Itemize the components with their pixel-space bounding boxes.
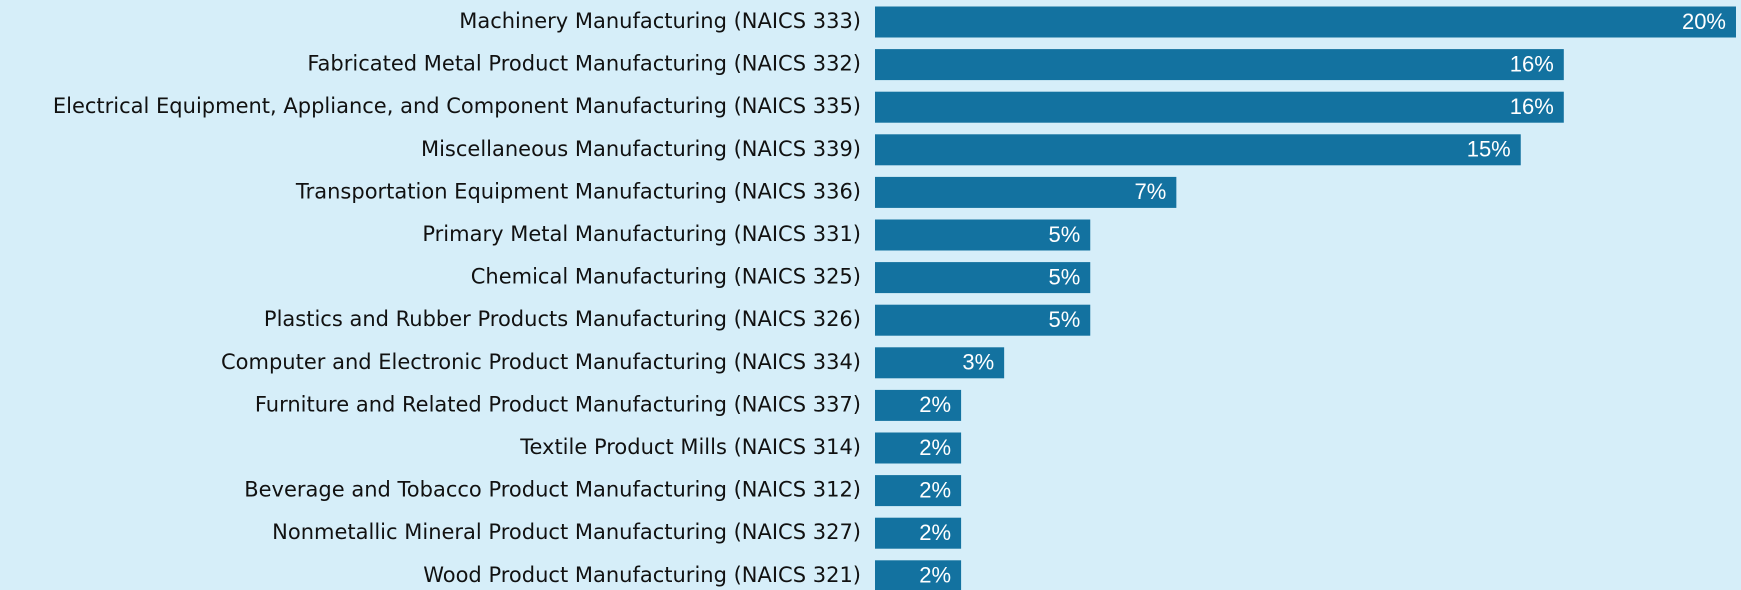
bar bbox=[875, 134, 1521, 166]
bar bbox=[875, 347, 1005, 379]
value-label: 5% bbox=[1048, 222, 1080, 247]
category-label: Electrical Equipment, Appliance, and Com… bbox=[53, 94, 861, 118]
bar bbox=[875, 219, 1091, 251]
bar bbox=[875, 6, 1736, 38]
category-label: Fabricated Metal Product Manufacturing (… bbox=[307, 52, 861, 76]
category-label: Miscellaneous Manufacturing (NAICS 339) bbox=[421, 137, 861, 161]
value-label: 15% bbox=[1467, 137, 1511, 162]
value-label: 3% bbox=[962, 350, 994, 375]
value-label: 2% bbox=[919, 520, 951, 545]
bar bbox=[875, 560, 962, 590]
category-label: Machinery Manufacturing (NAICS 333) bbox=[459, 9, 861, 33]
category-label: Nonmetallic Mineral Product Manufacturin… bbox=[272, 520, 861, 544]
value-label: 20% bbox=[1682, 9, 1726, 34]
category-label: Textile Product Mills (NAICS 314) bbox=[519, 435, 861, 459]
category-label: Transportation Equipment Manufacturing (… bbox=[295, 179, 861, 203]
bar bbox=[875, 176, 1177, 208]
value-label: 5% bbox=[1048, 264, 1080, 289]
category-label: Chemical Manufacturing (NAICS 325) bbox=[471, 265, 861, 289]
category-label: Plastics and Rubber Products Manufacturi… bbox=[264, 307, 861, 331]
category-label: Wood Product Manufacturing (NAICS 321) bbox=[423, 563, 861, 587]
bar bbox=[875, 517, 962, 549]
bar bbox=[875, 389, 962, 421]
bar bbox=[875, 304, 1091, 336]
bar bbox=[875, 91, 1564, 123]
value-label: 16% bbox=[1510, 51, 1554, 76]
value-label: 16% bbox=[1510, 94, 1554, 119]
value-label: 7% bbox=[1135, 179, 1167, 204]
value-label: 2% bbox=[919, 435, 951, 460]
value-label: 2% bbox=[919, 563, 951, 588]
value-label: 2% bbox=[919, 477, 951, 502]
value-label: 5% bbox=[1048, 307, 1080, 332]
category-label: Beverage and Tobacco Product Manufacturi… bbox=[244, 478, 861, 502]
value-label: 2% bbox=[919, 392, 951, 417]
bar bbox=[875, 432, 962, 464]
bar bbox=[875, 49, 1564, 81]
category-label: Computer and Electronic Product Manufact… bbox=[221, 350, 861, 374]
bar bbox=[875, 262, 1091, 294]
bar bbox=[875, 475, 962, 507]
category-label: Furniture and Related Product Manufactur… bbox=[255, 392, 861, 416]
category-label: Primary Metal Manufacturing (NAICS 331) bbox=[422, 222, 861, 246]
